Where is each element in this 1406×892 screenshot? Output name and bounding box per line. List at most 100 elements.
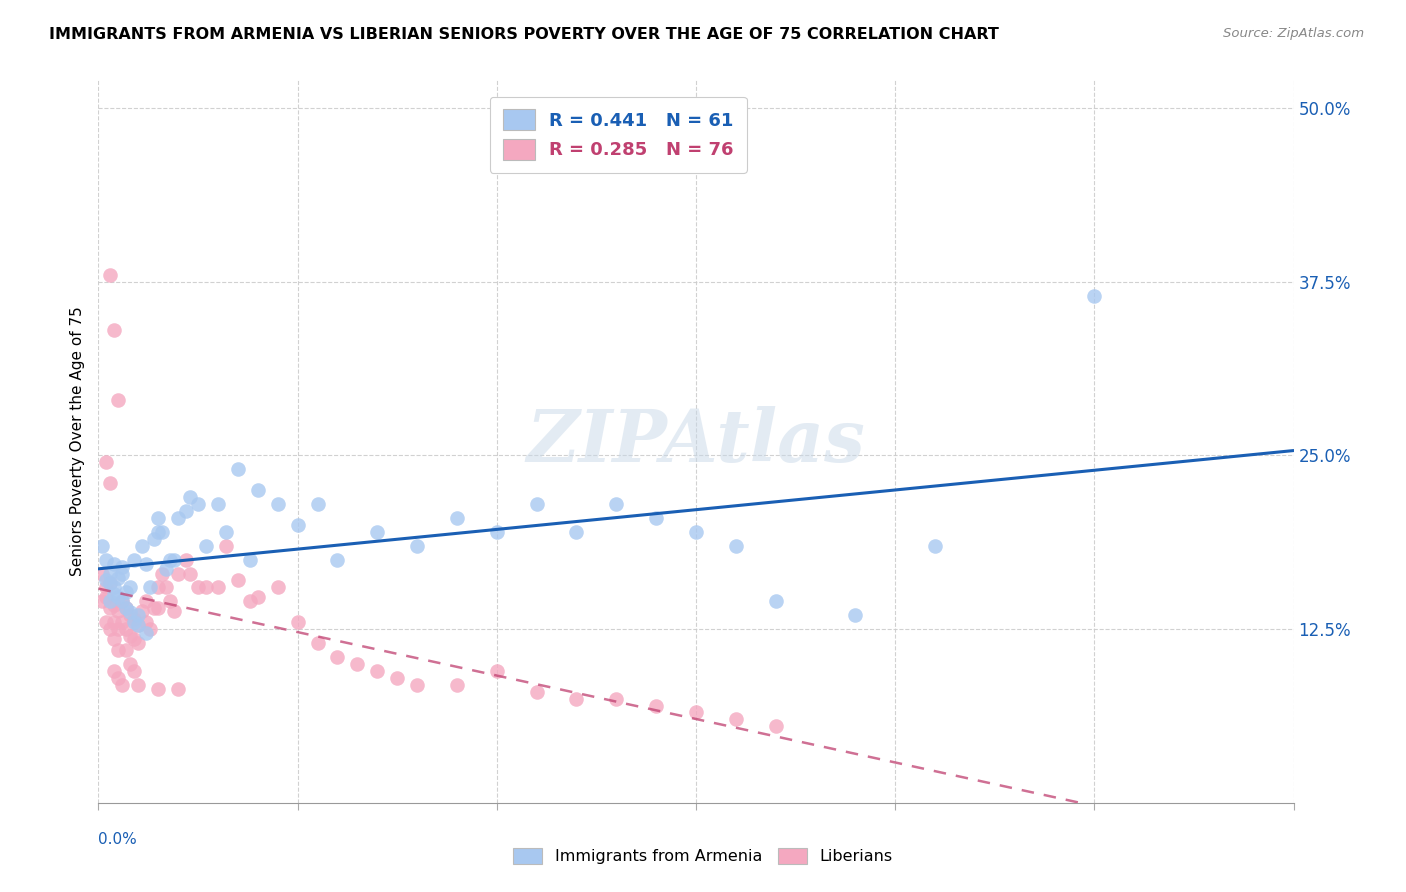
Point [124, 612, 146, 626]
Point [215, 524, 238, 539]
Point [307, 497, 329, 511]
Point [605, 691, 627, 706]
Point [96, 581, 118, 595]
Point [98, 601, 122, 615]
Point [127, 618, 149, 632]
Point [96, 455, 118, 469]
Point [174, 504, 197, 518]
Point [163, 604, 186, 618]
Point [135, 615, 157, 630]
Point [1083, 288, 1105, 302]
Text: 0.0%: 0.0% [98, 831, 138, 847]
Point [326, 649, 349, 664]
Point [111, 615, 134, 630]
Point [107, 571, 129, 585]
Point [103, 581, 125, 595]
Point [148, 511, 170, 525]
Point [148, 681, 170, 696]
Point [159, 552, 181, 566]
Point [96, 574, 118, 588]
Point [645, 511, 668, 525]
Point [195, 539, 218, 553]
Point [103, 323, 125, 337]
Point [167, 566, 190, 581]
Point [111, 559, 134, 574]
Point [103, 587, 125, 601]
Point [98, 566, 122, 581]
Point [120, 657, 142, 671]
Point [96, 615, 118, 630]
Point [127, 636, 149, 650]
Point [195, 581, 218, 595]
Point [685, 706, 707, 720]
Point [287, 615, 309, 630]
Point [844, 608, 866, 623]
Point [98, 576, 122, 591]
Point [179, 490, 201, 504]
Point [765, 594, 787, 608]
Point [143, 601, 166, 615]
Point [131, 539, 153, 553]
Point [724, 539, 747, 553]
Point [226, 462, 249, 476]
Point [187, 497, 209, 511]
Point [406, 678, 429, 692]
Point [96, 552, 118, 566]
Point [446, 511, 468, 525]
Point [115, 584, 138, 599]
Point [287, 517, 309, 532]
Point [124, 552, 146, 566]
Point [148, 601, 170, 615]
Point [155, 562, 177, 576]
Point [111, 594, 134, 608]
Point [127, 608, 149, 623]
Point [98, 594, 122, 608]
Point [127, 618, 149, 632]
Point [385, 671, 409, 685]
Point [155, 581, 177, 595]
Point [131, 604, 153, 618]
Point [150, 566, 173, 581]
Point [120, 629, 142, 643]
Point [135, 557, 157, 571]
Point [120, 581, 142, 595]
Point [107, 671, 129, 685]
Point [124, 615, 146, 630]
Point [103, 664, 125, 678]
Point [226, 574, 249, 588]
Point [107, 604, 129, 618]
Point [246, 590, 269, 604]
Point [98, 622, 122, 636]
Point [239, 594, 262, 608]
Point [115, 601, 138, 615]
Point [150, 524, 173, 539]
Point [346, 657, 368, 671]
Text: Source: ZipAtlas.com: Source: ZipAtlas.com [1223, 27, 1364, 40]
Text: ZIPAtlas: ZIPAtlas [527, 406, 865, 477]
Point [605, 497, 627, 511]
Y-axis label: Seniors Poverty Over the Age of 75: Seniors Poverty Over the Age of 75 [69, 307, 84, 576]
Point [96, 590, 118, 604]
Point [98, 476, 122, 491]
Point [135, 594, 157, 608]
Point [765, 719, 787, 733]
Point [685, 524, 707, 539]
Point [215, 539, 238, 553]
Point [107, 643, 129, 657]
Point [645, 698, 668, 713]
Point [267, 581, 290, 595]
Text: IMMIGRANTS FROM ARMENIA VS LIBERIAN SENIORS POVERTY OVER THE AGE OF 75 CORRELATI: IMMIGRANTS FROM ARMENIA VS LIBERIAN SENI… [49, 27, 1000, 42]
Point [135, 626, 157, 640]
Legend: Immigrants from Armenia, Liberians: Immigrants from Armenia, Liberians [506, 841, 900, 871]
Point [103, 557, 125, 571]
Point [124, 632, 146, 646]
Point [267, 497, 290, 511]
Point [179, 566, 201, 581]
Point [163, 552, 186, 566]
Point [207, 581, 229, 595]
Point [111, 594, 134, 608]
Point [124, 664, 146, 678]
Point [103, 599, 125, 613]
Point [565, 524, 588, 539]
Point [115, 622, 138, 636]
